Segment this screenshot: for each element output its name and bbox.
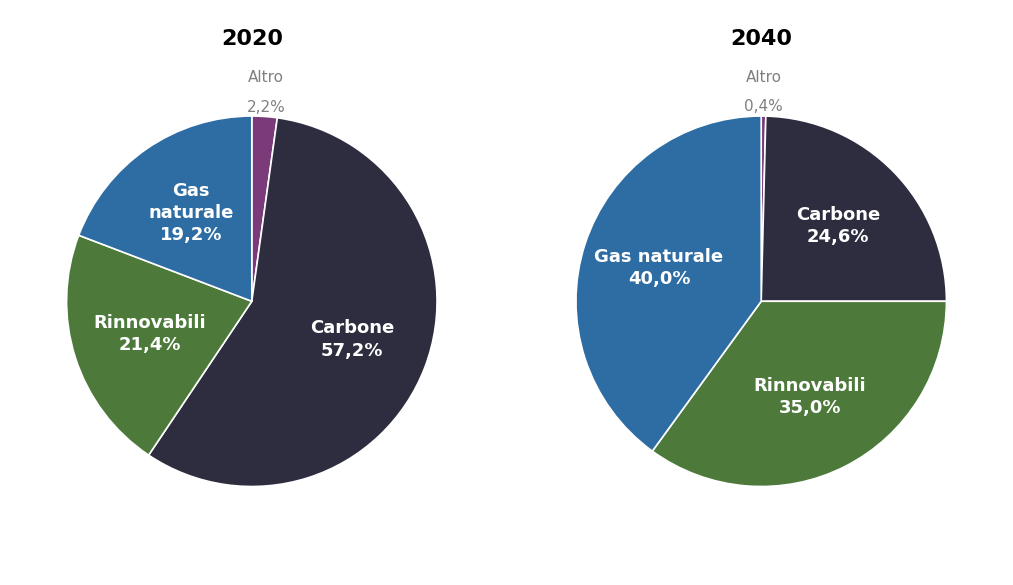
Title: 2040: 2040 (730, 29, 792, 49)
Text: Gas
naturale
19,2%: Gas naturale 19,2% (148, 181, 234, 244)
Text: Altro: Altro (746, 70, 782, 85)
Wedge shape (252, 116, 278, 301)
Text: 2,2%: 2,2% (247, 100, 286, 115)
Wedge shape (652, 301, 946, 487)
Text: Carbone
24,6%: Carbone 24,6% (796, 206, 880, 246)
Wedge shape (79, 116, 252, 301)
Wedge shape (761, 116, 946, 301)
Text: Rinnovabili
35,0%: Rinnovabili 35,0% (754, 377, 866, 417)
Text: Rinnovabili
21,4%: Rinnovabili 21,4% (93, 314, 206, 354)
Wedge shape (149, 118, 437, 487)
Wedge shape (576, 116, 761, 451)
Wedge shape (67, 235, 252, 455)
Text: Carbone
57,2%: Carbone 57,2% (310, 319, 394, 360)
Title: 2020: 2020 (221, 29, 283, 49)
Text: 0,4%: 0,4% (745, 99, 783, 115)
Text: Gas naturale
40,0%: Gas naturale 40,0% (595, 248, 723, 288)
Text: Altro: Altro (248, 70, 285, 85)
Wedge shape (761, 116, 766, 301)
